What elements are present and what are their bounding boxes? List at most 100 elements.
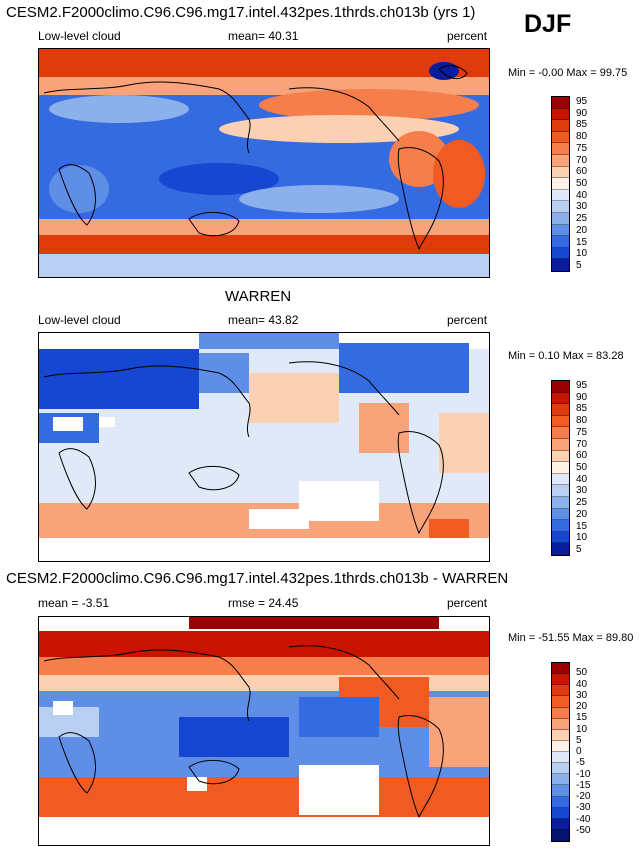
- panel1-map: [38, 48, 490, 278]
- colorbar-tick-label: 20: [576, 224, 588, 236]
- colorbar-tick-label: 85: [576, 119, 588, 131]
- colorbar-swatch: [552, 212, 569, 225]
- colorbar-swatch: [552, 496, 569, 509]
- colorbar-tick-label: 95: [576, 379, 588, 391]
- colorbar-swatch: [552, 143, 569, 155]
- colorbar-swatch: [552, 718, 569, 730]
- colorbar-swatch: [552, 774, 569, 786]
- colorbar-tick-label: 80: [576, 131, 588, 143]
- colorbar-tick-label: -30: [576, 802, 591, 814]
- colorbar-swatch: [552, 438, 569, 451]
- colorbar-tick-label: 50: [576, 462, 588, 473]
- colorbar-tick-label: 30: [576, 689, 588, 701]
- colorbar-tick-label: 60: [576, 166, 588, 178]
- colorbar-swatch: [552, 392, 569, 405]
- colorbar-swatch: [552, 663, 569, 675]
- colorbar-tick-label: 5: [576, 260, 582, 272]
- panel3-rmse: rmse = 24.45: [228, 596, 299, 610]
- colorbar-swatch: [552, 696, 569, 708]
- panel2-variable-label: Low-level cloud: [38, 313, 121, 327]
- colorbar-swatch: [552, 415, 569, 428]
- colorbar-tick-label: -50: [576, 824, 591, 836]
- panel3-title: CESM2.F2000climo.C96.C96.mg17.intel.432p…: [6, 570, 509, 587]
- colorbar-swatch: [552, 740, 569, 752]
- colorbar-swatch: [552, 729, 569, 741]
- colorbar-tick-label: 80: [576, 415, 588, 427]
- colorbar-tick-label: 0: [576, 746, 582, 757]
- panel3-mean: mean = -3.51: [38, 596, 110, 610]
- colorbar-tick-label: 70: [576, 438, 588, 450]
- figure-title: CESM2.F2000climo.C96.C96.mg17.intel.432p…: [6, 4, 476, 21]
- panel2-colorbar: [551, 380, 570, 556]
- panel1-variable-label: Low-level cloud: [38, 29, 121, 43]
- colorbar-swatch: [552, 508, 569, 521]
- panel3-map: [38, 616, 490, 846]
- colorbar-swatch: [552, 829, 569, 841]
- colorbar-swatch: [552, 224, 569, 237]
- colorbar-tick-label: 50: [576, 178, 588, 189]
- panel1-map-svg: [39, 49, 489, 277]
- colorbar-swatch: [552, 685, 569, 697]
- panel1-minmax: Min = -0.00 Max = 99.75: [508, 67, 628, 79]
- colorbar-tick-label: 30: [576, 485, 588, 497]
- panel2-map: [38, 332, 490, 562]
- colorbar-swatch: [552, 807, 569, 819]
- panel1-colorbar: [551, 96, 570, 272]
- colorbar-swatch: [552, 485, 569, 497]
- colorbar-swatch: [552, 752, 569, 764]
- colorbar-tick-label: 85: [576, 403, 588, 415]
- colorbar-swatch: [552, 763, 569, 775]
- colorbar-swatch: [552, 120, 569, 132]
- colorbar-swatch: [552, 473, 569, 486]
- colorbar-tick-label: -15: [576, 779, 591, 791]
- colorbar-tick-label: 20: [576, 701, 588, 712]
- colorbar-tick-label: 5: [576, 544, 582, 556]
- colorbar-swatch: [552, 543, 569, 555]
- colorbar-tick-label: 75: [576, 142, 588, 154]
- colorbar-swatch: [552, 97, 569, 109]
- colorbar-swatch: [552, 796, 569, 808]
- colorbar-tick-label: 15: [576, 236, 588, 248]
- colorbar-tick-label: 50: [576, 667, 588, 679]
- colorbar-tick-label: 60: [576, 450, 588, 462]
- colorbar-tick-label: 95: [576, 95, 588, 107]
- season-label: DJF: [524, 10, 572, 38]
- colorbar-swatch: [552, 427, 569, 439]
- colorbar-swatch: [552, 818, 569, 830]
- colorbar-tick-label: 30: [576, 201, 588, 213]
- colorbar-tick-label: 90: [576, 107, 588, 119]
- colorbar-swatch: [552, 462, 569, 474]
- colorbar-swatch: [552, 108, 569, 121]
- colorbar-swatch: [552, 404, 569, 416]
- colorbar-swatch: [552, 450, 569, 463]
- colorbar-swatch: [552, 707, 569, 719]
- colorbar-tick-label: 15: [576, 712, 588, 724]
- colorbar-tick-label: 20: [576, 508, 588, 520]
- colorbar-swatch: [552, 154, 569, 167]
- colorbar-tick-label: 40: [576, 473, 588, 485]
- colorbar-tick-label: 25: [576, 497, 588, 509]
- colorbar-tick-label: -10: [576, 768, 591, 780]
- colorbar-tick-label: 40: [576, 189, 588, 201]
- colorbar-tick-label: -20: [576, 791, 591, 802]
- panel2-mean: mean= 43.82: [228, 313, 299, 327]
- panel3-map-svg: [39, 617, 489, 845]
- colorbar-tick-label: 70: [576, 154, 588, 166]
- colorbar-tick-label: 75: [576, 426, 588, 438]
- colorbar-tick-label: 40: [576, 678, 588, 690]
- colorbar-swatch: [552, 178, 569, 190]
- colorbar-swatch: [552, 236, 569, 248]
- panel1-mean: mean= 40.31: [228, 29, 299, 43]
- panel2-minmax: Min = 0.10 Max = 83.28: [508, 350, 624, 362]
- colorbar-swatch: [552, 189, 569, 202]
- colorbar-tick-label: 90: [576, 391, 588, 403]
- colorbar-swatch: [552, 785, 569, 797]
- colorbar-tick-label: -40: [576, 813, 591, 825]
- colorbar-swatch: [552, 259, 569, 271]
- colorbar-tick-label: 10: [576, 532, 588, 544]
- colorbar-swatch: [552, 201, 569, 213]
- panel2-title: WARREN: [225, 288, 292, 305]
- colorbar-swatch: [552, 247, 569, 260]
- colorbar-tick-label: 25: [576, 213, 588, 225]
- colorbar-tick-label: 15: [576, 520, 588, 532]
